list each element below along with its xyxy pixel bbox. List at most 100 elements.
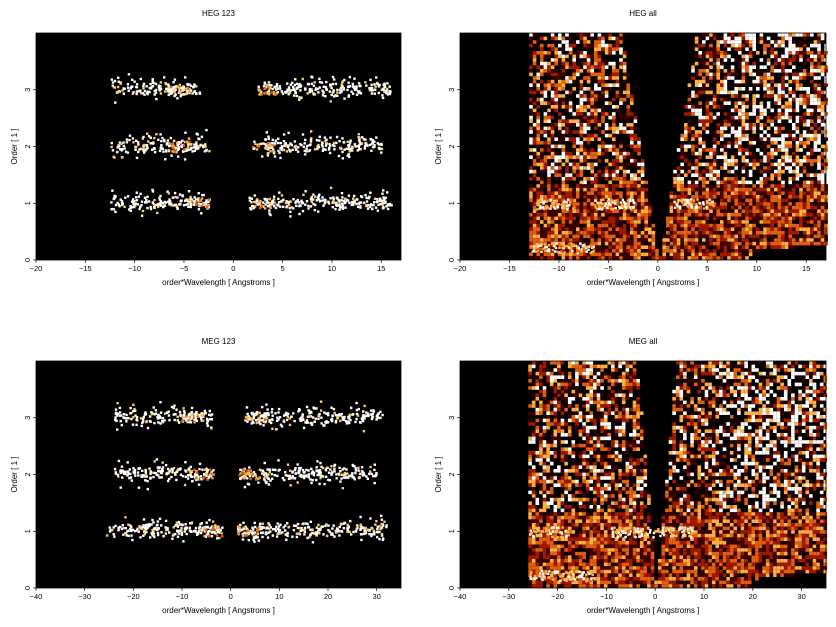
heat-cell [723,184,728,188]
heat-cell [806,90,810,95]
heat-cell [558,144,562,149]
heat-cell [720,209,724,213]
heat-cell [156,531,160,535]
heat-cell [630,184,634,188]
heat-cell [759,202,764,206]
heat-cell [143,525,146,529]
heat-cell [597,227,602,231]
heat-cell [145,198,148,202]
heat-cell [380,202,383,205]
heat-cell [644,220,648,224]
heat-cell [730,33,735,37]
heat-cell [723,198,728,203]
heat-cell [702,148,706,152]
heat-cell [298,212,301,216]
heat-cell [777,123,782,127]
heat-cell [712,234,717,239]
heat-cell [540,195,544,199]
heat-cell [709,155,713,159]
heat-cell [568,51,573,55]
heat-cell [540,202,544,206]
heat-cell [532,241,537,246]
heat-cell [720,191,724,195]
heat-cell [604,87,609,91]
heat-cell [546,207,550,210]
heat-cell [537,244,540,247]
heat-cell [770,141,774,145]
heat-cell [774,227,778,231]
heat-cell [730,108,735,113]
heat-cell [774,51,778,55]
heat-cell [788,137,792,141]
heat-cell [282,198,285,202]
heat-cell [784,108,789,113]
heat-cell [734,238,738,242]
heat-cell [781,137,785,141]
heat-cell [586,54,591,59]
heat-cell [554,151,558,156]
heat-cell [272,92,276,96]
heat-cell [324,85,327,89]
heat-cell [604,241,609,246]
heat-cell [766,151,771,156]
heat-cell [640,173,645,177]
heat-cell [626,90,630,95]
heat-cell [684,123,688,127]
heat-cell [608,76,612,80]
heat-cell [535,201,539,205]
heat-cell [329,186,333,189]
heat-cell [752,79,756,84]
heat-cell [712,54,717,59]
heat-cell [550,36,555,41]
heat-cell [550,105,555,109]
heat-cell [784,198,789,203]
heat-cell [612,65,616,69]
x-tick-label: −10 [128,264,141,273]
heat-cell [795,177,800,181]
heat-cell [723,227,728,231]
heat-cell [709,112,713,116]
heat-cell [137,143,140,146]
heat-cell [180,86,183,89]
heat-cell [763,83,767,87]
heat-cell [348,75,351,79]
heat-cell [139,205,142,209]
heat-cell [752,205,756,210]
heat-cell [171,196,175,199]
heat-cell [730,94,735,98]
heat-cell [720,90,724,95]
heat-cell [554,234,558,239]
heat-cell [586,43,591,48]
heat-cell [752,83,756,87]
heat-cell [572,130,576,134]
heat-cell [763,123,767,127]
heat-cell [604,249,609,253]
heat-cell [178,91,181,94]
heat-cell [561,195,566,199]
heat-cell [705,241,710,246]
heat-cell [586,184,591,188]
heat-cell [766,90,771,95]
heat-cell [186,149,189,152]
heat-cell [802,141,807,145]
heat-cell [730,115,735,120]
heat-cell [583,223,587,228]
heat-cell [536,209,540,213]
heat-cell [612,36,616,41]
heat-cell [139,536,142,539]
heat-cell [569,201,572,204]
heat-cell [630,180,634,185]
heat-cell [705,199,709,203]
heat-cell [637,231,641,235]
heat-cell [792,241,796,246]
heat-cell [615,227,620,231]
heat-cell [282,205,285,208]
heat-cell [817,83,821,87]
heat-cell [120,149,123,152]
heat-cell [601,90,605,95]
heat-cell [590,58,594,62]
heat-cell [583,126,587,131]
heat-cell [817,173,821,177]
heat-cell [817,105,821,109]
heat-cell [543,130,548,134]
